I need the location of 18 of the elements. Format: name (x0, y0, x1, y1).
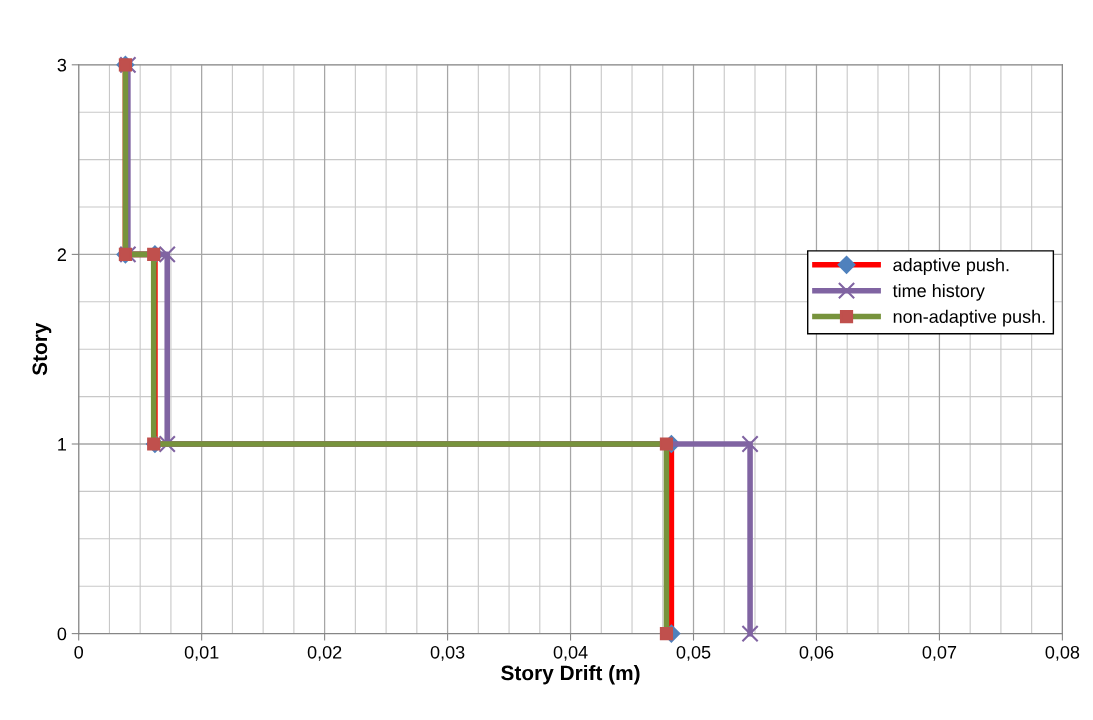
x-tick-label: 0,03 (430, 645, 465, 661)
y-axis-title: Story (32, 322, 52, 376)
x-tick-label: 0,06 (799, 645, 834, 661)
x-tick-label: 0,08 (1045, 645, 1080, 661)
x-tick-label: 0,04 (553, 645, 588, 661)
x-tick-label: 0 (74, 645, 84, 659)
x-axis-title: Story Drift (m) (501, 665, 640, 685)
y-tick-label: 3 (57, 58, 67, 72)
y-tick-label: 2 (57, 248, 66, 261)
x-tick-label: 0,07 (922, 645, 957, 661)
legend-label: time history (892, 283, 985, 301)
y-tick-label: 1 (58, 438, 67, 451)
x-tick-label: 0,02 (307, 645, 342, 661)
y-tick-label: 0 (57, 627, 67, 641)
legend-label: adaptive push. (893, 258, 1009, 275)
x-tick-label: 0,01 (184, 645, 219, 661)
legend-label: non-adaptive push. (893, 309, 1045, 327)
x-tick-label: 0,05 (676, 645, 711, 661)
